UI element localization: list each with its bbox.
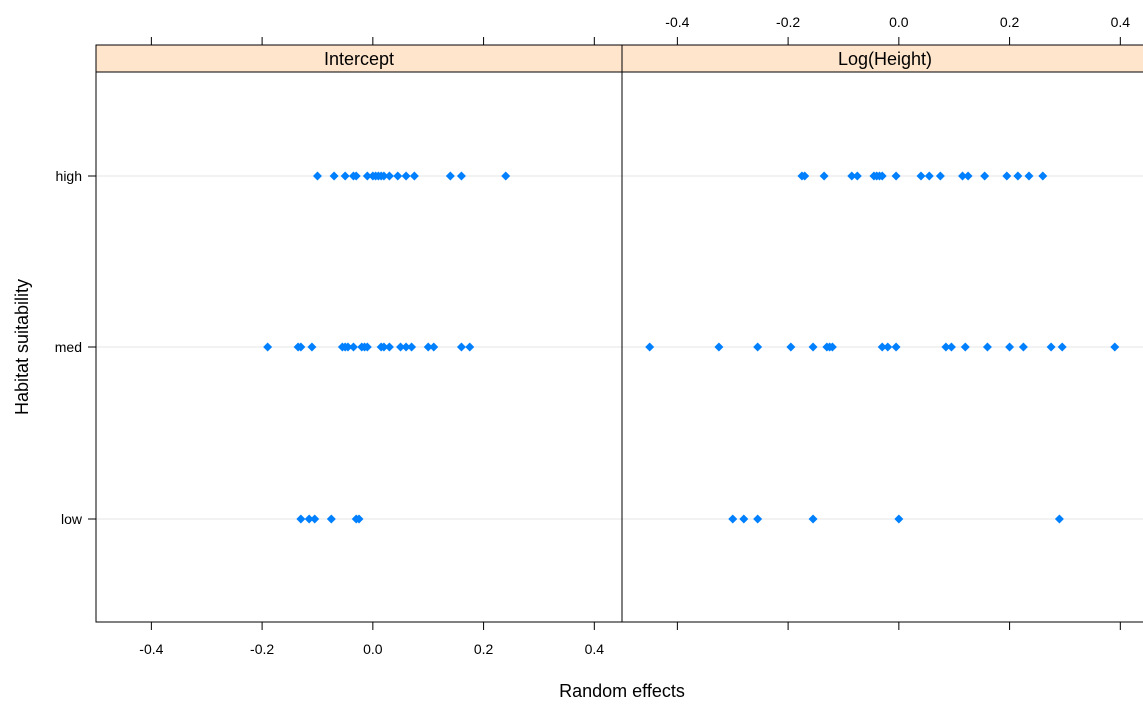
data-point — [263, 342, 273, 352]
data-point — [362, 342, 372, 352]
data-point — [312, 171, 322, 181]
data-point — [379, 171, 389, 181]
data-point — [883, 342, 893, 352]
x-tick-label: -0.4 — [139, 641, 163, 657]
data-point — [465, 342, 475, 352]
data-point — [296, 514, 306, 524]
data-point — [379, 342, 389, 352]
data-point — [808, 514, 818, 524]
data-point — [1002, 171, 1012, 181]
data-point — [343, 342, 353, 352]
data-point — [384, 342, 394, 352]
data-point — [982, 342, 992, 352]
data-point — [1054, 514, 1064, 524]
data-point — [445, 171, 455, 181]
data-point — [891, 342, 901, 352]
data-point — [393, 171, 403, 181]
axis-ticks: -0.4 -0.2 0.0 0.2 0.4 -0.4 -0.2 0.0 0.2 0.4 low med… — [55, 14, 1130, 657]
data-point — [326, 514, 336, 524]
data-point — [384, 171, 394, 181]
x-tick-label: 0.4 — [585, 641, 605, 657]
data-point — [423, 342, 433, 352]
y-axis-label: Habitat suitability — [12, 279, 32, 415]
panel-border-1 — [621, 71, 1143, 623]
strip-label-0: Intercept — [324, 49, 394, 69]
data-point — [354, 514, 364, 524]
data-point — [310, 514, 320, 524]
data-point — [1018, 342, 1028, 352]
data-point — [456, 342, 466, 352]
data-point — [456, 171, 466, 181]
data-point — [1038, 171, 1048, 181]
data-point — [407, 342, 417, 352]
x-tick-label-top: 0.4 — [1111, 14, 1131, 30]
data-point — [753, 514, 763, 524]
strip-1 — [621, 44, 1143, 73]
data-points — [263, 171, 1120, 524]
data-point — [958, 171, 968, 181]
data-point — [296, 342, 306, 352]
x-tick-label: -0.2 — [250, 641, 274, 657]
data-point — [891, 171, 901, 181]
data-point — [960, 342, 970, 352]
x-axis-label: Random effects — [559, 681, 685, 701]
data-point — [362, 171, 372, 181]
data-point — [429, 342, 439, 352]
data-point — [348, 342, 358, 352]
data-point — [645, 342, 655, 352]
data-point — [852, 171, 862, 181]
x-tick-label: 0.2 — [474, 641, 494, 657]
data-point — [739, 514, 749, 524]
data-point — [1024, 171, 1034, 181]
data-point — [501, 171, 511, 181]
data-point — [827, 342, 837, 352]
panel-frames: Intercept Log(Height) — [95, 44, 1143, 623]
x-tick-label-top: 0.2 — [1000, 14, 1020, 30]
data-point — [1005, 342, 1015, 352]
data-point — [1046, 342, 1056, 352]
strip-label-1: Log(Height) — [838, 49, 932, 69]
x-tick-label: 0.0 — [363, 641, 383, 657]
y-tick-label-low: low — [61, 511, 83, 527]
data-point — [351, 171, 361, 181]
x-tick-label-top: 0.0 — [889, 14, 909, 30]
data-point — [728, 514, 738, 524]
data-point — [946, 342, 956, 352]
data-point — [847, 171, 857, 181]
data-point — [941, 342, 951, 352]
x-tick-label-top: -0.4 — [665, 14, 689, 30]
data-point — [401, 342, 411, 352]
data-point — [935, 171, 945, 181]
data-point — [963, 171, 973, 181]
data-point — [401, 171, 411, 181]
data-point — [924, 171, 934, 181]
data-point — [894, 514, 904, 524]
data-point — [340, 171, 350, 181]
data-point — [819, 171, 829, 181]
data-point — [396, 342, 406, 352]
data-point — [786, 342, 796, 352]
data-point — [1057, 342, 1067, 352]
data-point — [1013, 171, 1023, 181]
data-point — [409, 171, 419, 181]
x-tick-label-top: -0.2 — [776, 14, 800, 30]
y-tick-label-high: high — [56, 168, 82, 184]
data-point — [304, 514, 314, 524]
data-point — [753, 342, 763, 352]
data-point — [980, 171, 990, 181]
data-point — [800, 171, 810, 181]
data-point — [916, 171, 926, 181]
data-point — [307, 342, 317, 352]
data-point — [329, 171, 339, 181]
data-point — [1110, 342, 1120, 352]
data-point — [808, 342, 818, 352]
data-point — [877, 171, 887, 181]
y-tick-label-med: med — [55, 339, 82, 355]
data-point — [714, 342, 724, 352]
data-point — [877, 342, 887, 352]
